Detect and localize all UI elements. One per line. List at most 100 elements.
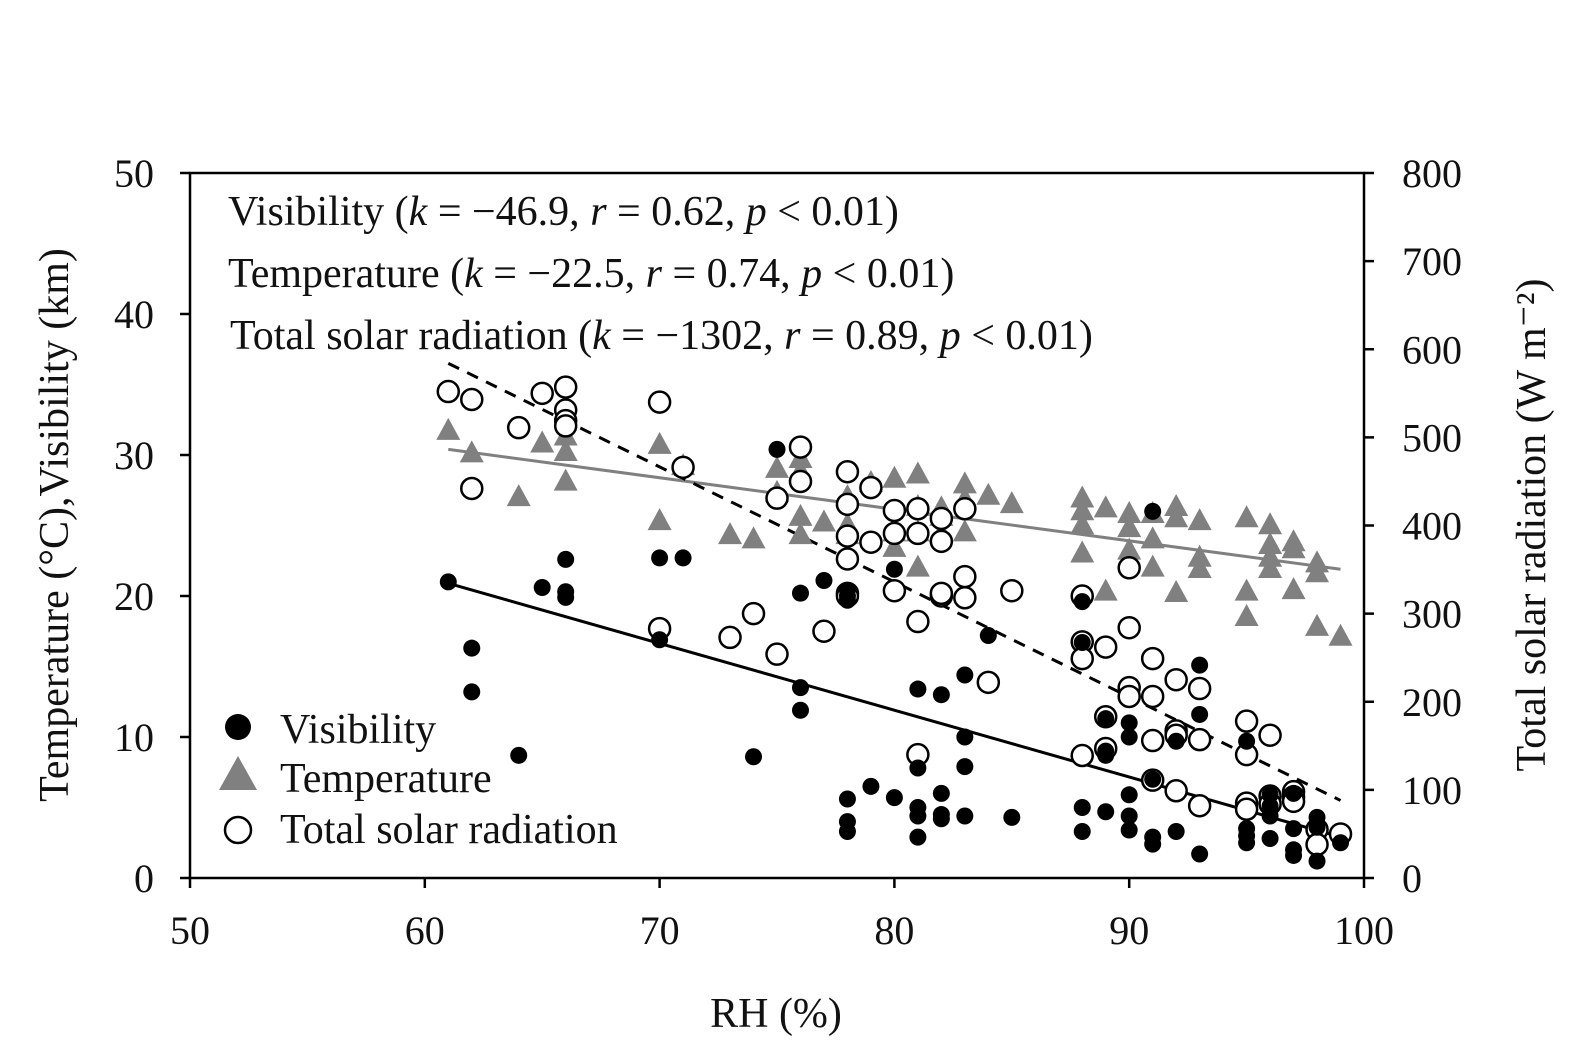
point-temperature: [811, 509, 836, 532]
point-temperature: [765, 455, 789, 478]
point-visibility: [533, 579, 551, 597]
point-total-solar-radiation: [1117, 556, 1141, 580]
y-right-tick-label: 500: [1402, 415, 1462, 460]
regression-annotations: Visibility (k = −46.9, r = 0.62, p < 0.0…: [228, 189, 1093, 359]
point-visibility: [768, 440, 786, 458]
point-visibility: [1191, 656, 1209, 674]
x-tick-label: 90: [1109, 908, 1149, 953]
point-visibility: [1191, 845, 1209, 863]
point-visibility: [885, 789, 903, 807]
point-temperature: [905, 461, 930, 484]
point-visibility: [1097, 710, 1115, 728]
point-total-solar-radiation: [835, 547, 860, 571]
point-visibility: [909, 828, 927, 846]
point-visibility: [1167, 732, 1185, 750]
point-total-solar-radiation: [953, 564, 977, 589]
point-visibility: [956, 758, 974, 776]
trendline-total-solar-radiation: [447, 362, 1342, 802]
point-total-solar-radiation: [976, 670, 1001, 695]
point-total-solar-radiation: [906, 521, 930, 546]
point-total-solar-radiation: [953, 586, 977, 610]
point-visibility: [510, 746, 528, 764]
point-visibility: [1285, 846, 1303, 864]
point-visibility: [909, 759, 927, 777]
point-visibility: [1308, 818, 1326, 836]
point-total-solar-radiation: [1117, 615, 1141, 640]
y-right-tick-label: 600: [1402, 327, 1462, 372]
point-total-solar-radiation: [788, 435, 813, 459]
point-temperature: [788, 522, 813, 545]
point-total-solar-radiation: [953, 497, 977, 521]
point-visibility: [932, 784, 950, 802]
legend-label-visibility: Visibility: [280, 707, 436, 753]
annotation-total-solar-radiation: Total solar radiation (k = −1302, r = 0.…: [230, 313, 1093, 359]
point-visibility: [1285, 784, 1303, 802]
annotation-temperature: Temperature (k = −22.5, r = 0.74, p < 0.…: [228, 251, 954, 297]
point-temperature: [1070, 512, 1095, 535]
point-visibility: [674, 549, 692, 567]
point-visibility: [1073, 634, 1091, 652]
point-visibility: [791, 679, 809, 697]
point-visibility: [885, 560, 903, 578]
point-temperature: [1164, 579, 1189, 602]
legend-marker-visibility: [225, 714, 251, 740]
point-temperature: [1117, 515, 1142, 538]
point-temperature: [952, 471, 977, 494]
y-right-tick-label: 200: [1402, 680, 1462, 725]
y-left-tick-label: 20: [114, 574, 154, 619]
point-visibility: [1097, 746, 1115, 764]
point-visibility: [463, 683, 481, 701]
point-visibility: [791, 701, 809, 719]
point-temperature: [1140, 526, 1165, 549]
point-total-solar-radiation: [1234, 709, 1259, 733]
point-temperature: [1328, 623, 1353, 646]
point-total-solar-radiation: [647, 390, 672, 414]
point-total-solar-radiation: [835, 492, 860, 517]
point-visibility: [1120, 821, 1138, 839]
point-temperature: [882, 534, 907, 557]
point-total-solar-radiation: [1305, 832, 1329, 857]
point-visibility: [956, 666, 974, 684]
point-temperature: [1070, 485, 1095, 508]
point-visibility: [838, 790, 856, 808]
point-visibility: [557, 550, 575, 568]
point-total-solar-radiation: [718, 625, 742, 650]
point-total-solar-radiation: [929, 506, 954, 531]
point-temperature: [553, 438, 578, 461]
point-total-solar-radiation: [530, 381, 554, 406]
point-visibility: [1167, 822, 1185, 840]
y-right-tick-label: 300: [1402, 592, 1462, 637]
y-left-tick-label: 10: [114, 715, 154, 760]
point-visibility: [956, 807, 974, 825]
y-axis-title-left: Temperature (°C),Visibility (km): [32, 248, 78, 802]
point-visibility: [557, 588, 575, 606]
point-visibility: [1285, 820, 1303, 838]
plot-layer: 50 60 70 80 90 100010203040500100200300400500…: [114, 151, 1462, 953]
point-total-solar-radiation: [1187, 793, 1212, 818]
point-temperature: [1258, 512, 1283, 535]
x-axis-title: RH (%): [710, 991, 842, 1037]
x-tick-label: 70: [640, 908, 680, 953]
point-visibility: [791, 584, 809, 602]
point-total-solar-radiation: [812, 619, 836, 643]
point-total-solar-radiation: [835, 459, 860, 484]
point-temperature: [1234, 505, 1259, 528]
point-visibility: [1332, 834, 1350, 852]
point-visibility: [463, 639, 481, 657]
point-temperature: [1305, 613, 1330, 636]
annotation-visibility: Visibility (k = −46.9, r = 0.62, p < 0.0…: [228, 189, 899, 235]
point-total-solar-radiation: [1000, 578, 1024, 603]
point-temperature: [952, 519, 977, 542]
point-total-solar-radiation: [859, 475, 883, 500]
y-axis-title-right: Total solar radiation (W m⁻²): [1509, 279, 1555, 772]
y-right-tick-label: 0: [1402, 856, 1422, 901]
point-temperature: [1070, 540, 1095, 563]
point-total-solar-radiation: [882, 498, 907, 523]
point-temperature: [788, 503, 813, 526]
point-total-solar-radiation: [1164, 667, 1188, 692]
point-total-solar-radiation: [1070, 743, 1094, 768]
point-total-solar-radiation: [1187, 676, 1212, 701]
legend-label-temperature: Temperature: [280, 756, 492, 802]
point-temperature: [1117, 501, 1142, 524]
point-temperature: [905, 554, 930, 577]
